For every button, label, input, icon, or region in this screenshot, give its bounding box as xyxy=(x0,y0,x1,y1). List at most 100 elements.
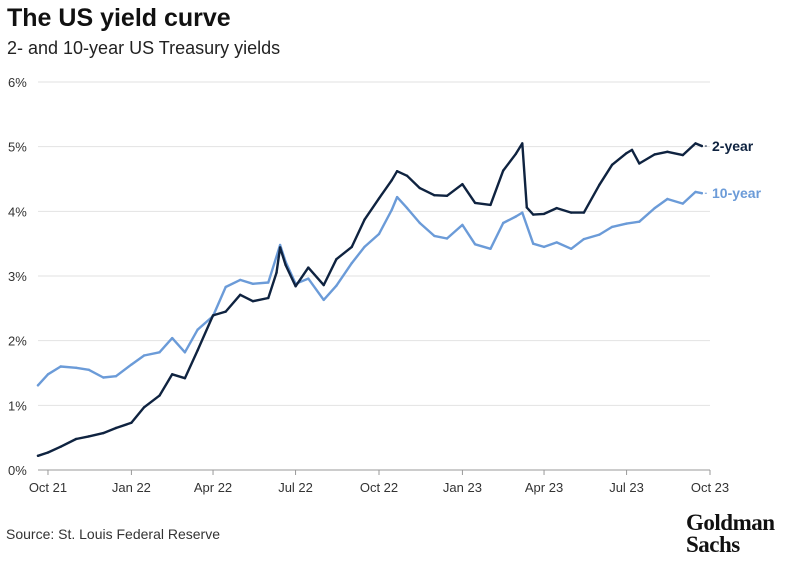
data-point xyxy=(130,421,133,424)
data-point xyxy=(625,151,628,155)
yield-curve-chart: 0% 1% 2% 3% 4% 5% 6% Oct 21 Jan 22 Apr 22 Jul 22 Oc… xyxy=(8,75,762,495)
y-tick-label: 2% xyxy=(8,334,27,349)
data-point xyxy=(102,376,105,379)
data-point xyxy=(638,162,641,165)
data-point xyxy=(630,148,634,152)
data-point xyxy=(598,183,601,186)
data-point xyxy=(489,203,492,207)
data-point xyxy=(322,283,325,287)
data-point xyxy=(211,314,215,317)
data-point xyxy=(171,336,174,340)
data-point xyxy=(625,222,628,225)
data-point xyxy=(610,163,614,166)
data-point xyxy=(395,170,399,173)
data-point xyxy=(171,373,174,376)
data-point xyxy=(196,328,199,331)
data-point xyxy=(405,206,409,210)
goldman-sachs-logo: Goldman Sachs xyxy=(686,510,781,557)
data-point xyxy=(582,237,586,241)
data-point xyxy=(525,206,528,209)
data-point xyxy=(418,186,421,190)
y-tick-label: 3% xyxy=(8,269,27,284)
data-point xyxy=(514,152,518,155)
data-point xyxy=(102,431,105,435)
data-point xyxy=(638,220,641,223)
source-note: Source: St. Louis Federal Reserve xyxy=(6,526,220,542)
data-point xyxy=(653,153,656,156)
data-point xyxy=(363,218,366,221)
data-point xyxy=(224,310,227,313)
data-point xyxy=(239,293,242,296)
data-point xyxy=(130,363,133,366)
data-point xyxy=(335,284,338,287)
data-point xyxy=(307,266,310,269)
data-point xyxy=(542,212,546,216)
data-point xyxy=(405,174,409,177)
y-tick-label: 0% xyxy=(8,463,27,478)
data-point xyxy=(681,153,684,157)
x-tick-label: Oct 22 xyxy=(360,480,398,495)
data-point xyxy=(582,211,586,214)
y-tick-label: 5% xyxy=(8,140,27,155)
data-point xyxy=(532,242,535,245)
logo-line-1: Goldman xyxy=(686,510,775,535)
data-point xyxy=(142,354,146,357)
data-point xyxy=(74,366,78,369)
data-point xyxy=(377,232,381,236)
data-point xyxy=(158,394,161,397)
data-point xyxy=(183,351,187,354)
data-point xyxy=(239,278,242,282)
x-tick-label: Apr 23 xyxy=(525,480,563,495)
data-point xyxy=(251,282,255,285)
data-point xyxy=(653,206,656,210)
data-point xyxy=(196,349,199,352)
y-tick-label: 4% xyxy=(8,204,27,219)
logo-line-2: Sachs xyxy=(686,532,740,557)
data-point xyxy=(267,296,270,300)
y-tick-label: 1% xyxy=(8,398,27,413)
data-point xyxy=(700,144,703,148)
data-point xyxy=(521,142,524,145)
x-tick-label: Apr 22 xyxy=(194,480,232,495)
data-point xyxy=(489,247,492,250)
data-point xyxy=(114,426,118,430)
data-point xyxy=(275,271,278,274)
data-point xyxy=(514,215,518,218)
data-point xyxy=(445,194,449,197)
data-point xyxy=(267,281,270,284)
x-tick-label: Jan 22 xyxy=(112,480,151,495)
data-point xyxy=(390,179,393,182)
y-tick-label: 6% xyxy=(8,75,27,90)
x-tick-label: Jul 23 xyxy=(609,480,644,495)
data-point xyxy=(363,245,366,249)
data-point xyxy=(46,373,50,376)
data-point xyxy=(87,368,91,371)
data-point xyxy=(59,365,62,368)
data-point xyxy=(570,247,573,250)
data-point xyxy=(610,225,614,229)
data-point xyxy=(694,142,697,145)
series-line-10-year xyxy=(36,190,703,387)
x-tick-label: Jan 23 xyxy=(443,480,482,495)
data-point xyxy=(284,263,287,267)
data-point xyxy=(694,190,697,194)
data-point xyxy=(542,245,546,249)
data-point xyxy=(142,406,146,409)
series-line-2-year xyxy=(36,142,703,457)
data-point xyxy=(59,445,62,448)
data-point xyxy=(666,150,669,153)
data-point xyxy=(294,285,297,288)
data-point xyxy=(350,261,353,265)
data-point xyxy=(445,237,449,240)
data-point xyxy=(502,221,505,225)
x-tick-label: Jul 22 xyxy=(278,480,313,495)
chart-title: The US yield curve xyxy=(7,4,231,32)
data-point xyxy=(158,351,161,354)
data-point xyxy=(278,243,282,247)
data-point xyxy=(36,454,40,457)
data-point xyxy=(46,451,50,454)
data-point xyxy=(418,221,421,225)
data-point xyxy=(473,243,477,246)
data-point xyxy=(681,202,684,205)
data-point xyxy=(555,206,558,210)
